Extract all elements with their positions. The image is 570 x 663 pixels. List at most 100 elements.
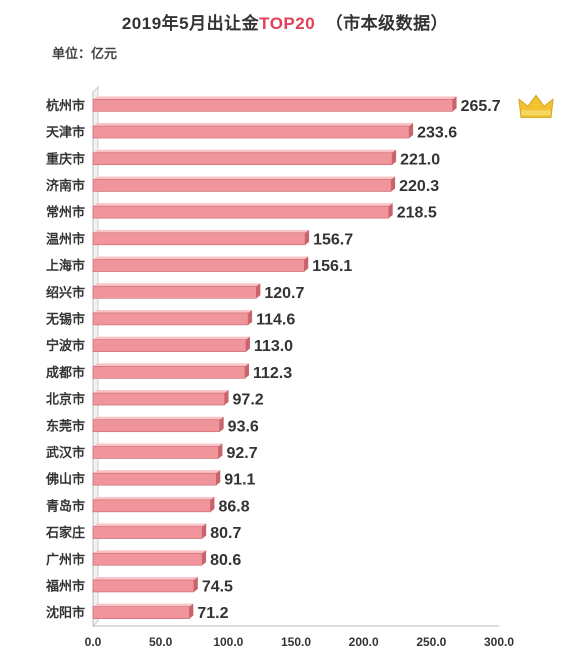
bar — [92, 526, 203, 539]
bar-end-face — [452, 96, 457, 112]
bar-top-face — [93, 283, 261, 287]
bar-top-face — [93, 443, 223, 447]
bar-top-face — [93, 603, 194, 607]
bar — [92, 285, 257, 299]
bar — [92, 125, 410, 139]
bar-top-face — [93, 203, 393, 207]
bar — [92, 312, 249, 326]
bar-end-face — [305, 229, 310, 245]
bar-end-face — [304, 256, 309, 272]
value-label: 112.3 — [253, 365, 292, 382]
category-label: 常州市 — [46, 205, 85, 220]
category-label: 重庆市 — [46, 151, 85, 166]
value-label: 80.7 — [210, 525, 241, 542]
bar-end-face — [391, 176, 396, 192]
category-label: 杭州市 — [46, 98, 85, 113]
category-label: 武汉市 — [46, 445, 85, 460]
bar-end-face — [224, 390, 229, 406]
bar — [92, 179, 392, 192]
value-label: 80.6 — [210, 552, 241, 569]
bar-top-face — [93, 149, 397, 153]
bar-top-face — [93, 550, 207, 554]
value-label: 93.6 — [228, 418, 259, 435]
bar — [92, 472, 217, 486]
bar-end-face — [219, 416, 224, 432]
bar — [92, 419, 220, 433]
x-tick-label: 0.0 — [85, 635, 102, 649]
bar — [92, 232, 306, 246]
bar-top-face — [93, 229, 310, 233]
bar-top-face — [93, 176, 396, 180]
value-label: 86.8 — [218, 498, 249, 515]
value-label: 74.5 — [202, 578, 233, 595]
chart-title: 2019年5月出让金TOP20 （市本级数据） — [0, 9, 570, 34]
value-label: 221.0 — [400, 151, 440, 168]
x-tick-label: 150.0 — [281, 635, 311, 649]
category-label: 福州市 — [45, 578, 85, 593]
category-label: 佛山市 — [45, 472, 85, 487]
bar-top-face — [93, 390, 229, 394]
axis-wall — [92, 85, 99, 628]
category-label: 温州市 — [46, 231, 85, 246]
bar-end-face — [189, 603, 194, 619]
value-label: 71.2 — [197, 605, 228, 622]
bar — [92, 339, 247, 352]
title-suffix: （市本级数据） — [325, 14, 449, 33]
category-label: 成都市 — [46, 365, 85, 380]
bar-end-face — [256, 283, 261, 299]
bar-top-face — [93, 523, 207, 527]
x-tick-label: 50.0 — [149, 635, 173, 649]
bar-end-face — [248, 309, 253, 325]
bar — [92, 606, 190, 619]
bar-end-face — [392, 149, 397, 165]
category-label: 无锡市 — [45, 311, 85, 326]
category-label: 宁波市 — [46, 338, 85, 353]
bar-top-face — [93, 336, 250, 340]
bar-top-face — [93, 496, 215, 500]
category-label: 东莞市 — [46, 418, 85, 433]
bar — [92, 392, 225, 406]
value-label: 120.7 — [264, 285, 304, 302]
bar-end-face — [216, 470, 221, 486]
bar-end-face — [202, 550, 207, 566]
bar-end-face — [193, 576, 198, 592]
category-label: 石家庄 — [45, 525, 85, 540]
bar — [92, 499, 211, 513]
bar-end-face — [409, 123, 414, 139]
value-label: 265.7 — [461, 98, 501, 115]
value-label: 218.5 — [397, 205, 437, 222]
bar-top-face — [93, 470, 221, 474]
bar-top-face — [93, 123, 414, 127]
category-label: 青岛市 — [46, 498, 85, 513]
bar — [92, 152, 393, 166]
bar-end-face — [244, 363, 249, 379]
x-tick-label: 250.0 — [416, 635, 446, 649]
category-label: 北京市 — [46, 392, 85, 407]
bar — [92, 446, 219, 459]
x-tick-label: 100.0 — [213, 635, 243, 649]
category-label: 广州市 — [46, 552, 85, 567]
bar-top-face — [93, 576, 198, 580]
bar — [92, 259, 305, 272]
bar-end-face — [245, 336, 250, 352]
category-label: 天津市 — [46, 125, 85, 140]
category-label: 沈阳市 — [46, 605, 85, 620]
bar — [92, 552, 203, 566]
bar-end-face — [202, 523, 207, 539]
bar — [92, 579, 195, 593]
bar-top-face — [93, 309, 253, 313]
unit-label: 单位：亿元 — [52, 46, 118, 61]
bar-top-face — [93, 363, 249, 367]
bar-top-face — [93, 416, 224, 420]
value-label: 113.0 — [254, 338, 293, 355]
bar — [92, 205, 390, 219]
crown-icon — [518, 94, 554, 118]
bar-top-face — [93, 256, 309, 260]
title-prefix: 2019年5月出让金 — [121, 14, 260, 33]
bar-end-face — [218, 443, 223, 459]
bar-top-face — [93, 96, 457, 100]
x-tick-label: 200.0 — [349, 635, 379, 649]
x-tick-label: 300.0 — [484, 635, 514, 649]
bar — [92, 366, 246, 379]
